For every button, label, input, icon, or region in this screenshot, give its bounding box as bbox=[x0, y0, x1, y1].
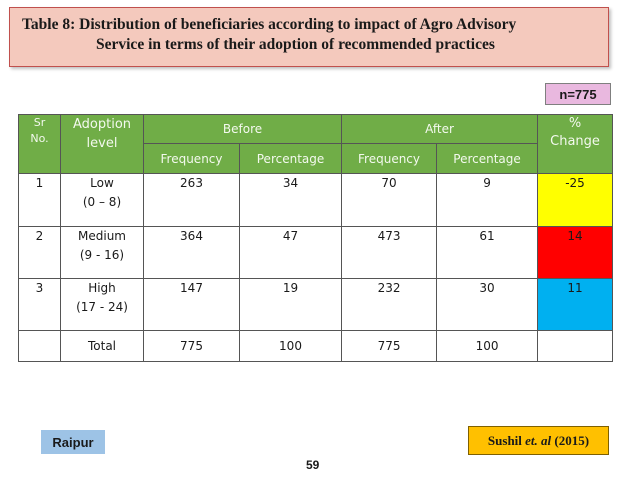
cell-sr: 3 bbox=[18, 278, 61, 331]
cell-total-after-frequency: 775 bbox=[341, 330, 438, 362]
cell-after-percentage: 9 bbox=[436, 173, 539, 227]
location-label: Raipur bbox=[41, 430, 105, 454]
cell-total-after-percentage: 100 bbox=[436, 330, 539, 362]
cell-after-percentage: 61 bbox=[436, 226, 539, 279]
title-line-1: Table 8: Distribution of beneficiaries a… bbox=[22, 16, 517, 33]
cell-total-before-frequency: 775 bbox=[143, 330, 240, 362]
cell-total-sr bbox=[18, 330, 61, 362]
cell-level: Medium (9 - 16) bbox=[60, 226, 144, 279]
header-before-percentage: Percentage bbox=[238, 143, 343, 174]
citation-year: (2015) bbox=[551, 432, 590, 448]
header-after-frequency: Frequency bbox=[341, 143, 438, 174]
table-title: Table 8: Distribution of beneficiaries a… bbox=[9, 7, 609, 67]
header-adoption-level: Adoption level bbox=[60, 114, 144, 174]
cell-change: 11 bbox=[537, 278, 614, 331]
cell-level: Low (0 – 8) bbox=[60, 173, 144, 227]
header-percent-symbol: % bbox=[568, 116, 582, 131]
header-before: Before bbox=[142, 114, 343, 144]
table-row: 2 Medium (9 - 16) 364 47 473 61 14 bbox=[18, 226, 614, 279]
cell-sr: 1 bbox=[18, 173, 61, 227]
cell-after-frequency: 70 bbox=[341, 173, 438, 227]
level-range: (17 - 24) bbox=[76, 300, 128, 314]
cell-sr: 2 bbox=[18, 226, 61, 279]
header-after: After bbox=[341, 114, 539, 144]
cell-total-label: Total bbox=[60, 330, 144, 362]
level-range: (0 – 8) bbox=[82, 195, 122, 209]
citation-etal: et. al bbox=[525, 432, 552, 448]
header-percent-change: % Change bbox=[537, 114, 614, 174]
cell-before-percentage: 47 bbox=[238, 226, 343, 279]
header-after-percentage: Percentage bbox=[436, 143, 539, 174]
citation-author: Sushil bbox=[487, 432, 526, 448]
level-label: Low bbox=[90, 176, 114, 190]
total-row: Total 775 100 775 100 bbox=[18, 330, 614, 362]
cell-after-frequency: 473 bbox=[341, 226, 438, 279]
cell-after-frequency: 232 bbox=[341, 278, 438, 331]
citation-box: Sushil et. al (2015) bbox=[468, 426, 609, 455]
page-number: 59 bbox=[306, 458, 320, 472]
level-label: High bbox=[88, 281, 116, 295]
cell-change: -25 bbox=[537, 173, 614, 227]
distribution-table: Sr No. Adoption level Before After % Cha… bbox=[18, 114, 614, 362]
cell-before-frequency: 263 bbox=[143, 173, 240, 227]
header-sr-no: Sr No. bbox=[18, 114, 61, 174]
cell-before-frequency: 364 bbox=[143, 226, 240, 279]
cell-before-percentage: 34 bbox=[238, 173, 343, 227]
header-sr-label: Sr bbox=[33, 116, 46, 129]
cell-total-before-percentage: 100 bbox=[238, 330, 343, 362]
cell-before-percentage: 19 bbox=[238, 278, 343, 331]
cell-change: 14 bbox=[537, 226, 614, 279]
table-row: 1 Low (0 – 8) 263 34 70 9 -25 bbox=[18, 173, 614, 227]
level-range: (9 - 16) bbox=[79, 248, 125, 262]
cell-after-percentage: 30 bbox=[436, 278, 539, 331]
header-no-label: No. bbox=[30, 132, 49, 145]
header-before-frequency: Frequency bbox=[143, 143, 240, 174]
cell-before-frequency: 147 bbox=[143, 278, 240, 331]
table-row: 3 High (17 - 24) 147 19 232 30 11 bbox=[18, 278, 614, 331]
sample-size-badge: n=775 bbox=[545, 83, 611, 105]
header-change-label: Change bbox=[550, 134, 600, 149]
cell-total-change bbox=[537, 330, 614, 362]
title-line-2: Service in terms of their adoption of re… bbox=[96, 36, 495, 53]
cell-level: High (17 - 24) bbox=[60, 278, 144, 331]
level-label: Medium bbox=[78, 229, 126, 243]
